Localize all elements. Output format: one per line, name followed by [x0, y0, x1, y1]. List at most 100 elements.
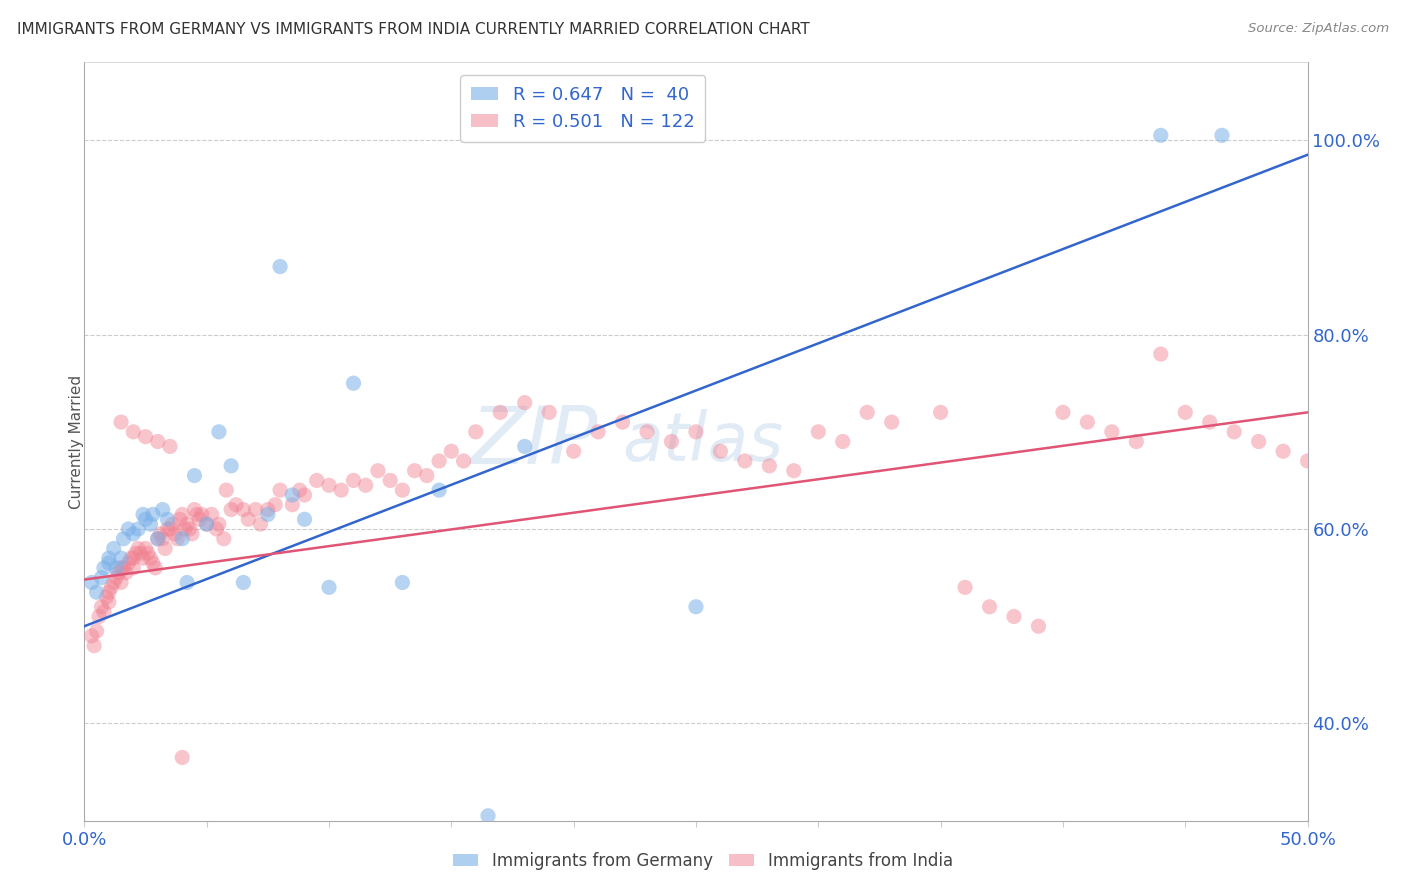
Point — [232, 502, 254, 516]
Point — [294, 512, 316, 526]
Point — [86, 624, 108, 639]
Point — [100, 580, 122, 594]
Point — [122, 425, 145, 439]
Point — [1028, 619, 1050, 633]
Point — [139, 551, 162, 566]
Point — [636, 425, 658, 439]
Point — [146, 532, 169, 546]
Point — [135, 541, 157, 556]
Point — [1320, 464, 1343, 478]
Point — [758, 458, 780, 473]
Point — [538, 405, 561, 419]
Point — [880, 415, 903, 429]
Point — [281, 498, 304, 512]
Point — [612, 415, 634, 429]
Point — [107, 566, 129, 580]
Point — [97, 556, 120, 570]
Point — [120, 551, 142, 566]
Point — [103, 575, 125, 590]
Point — [281, 488, 304, 502]
Point — [186, 508, 208, 522]
Point — [464, 425, 486, 439]
Point — [1150, 347, 1173, 361]
Point — [1052, 405, 1074, 419]
Point — [586, 425, 609, 439]
Point — [404, 464, 426, 478]
Point — [208, 517, 231, 532]
Point — [709, 444, 731, 458]
Point — [122, 551, 145, 566]
Point — [112, 532, 135, 546]
Point — [685, 599, 707, 614]
Point — [132, 551, 155, 566]
Point — [86, 585, 108, 599]
Point — [80, 629, 103, 643]
Point — [127, 541, 149, 556]
Point — [288, 483, 311, 497]
Point — [97, 595, 120, 609]
Point — [330, 483, 353, 497]
Point — [105, 571, 128, 585]
Point — [225, 498, 247, 512]
Point — [172, 750, 194, 764]
Point — [342, 474, 364, 488]
Text: ZIP: ZIP — [471, 402, 598, 481]
Point — [125, 546, 148, 560]
Point — [179, 522, 201, 536]
Point — [929, 405, 952, 419]
Point — [176, 575, 198, 590]
Point — [391, 575, 413, 590]
Point — [1346, 474, 1368, 488]
Point — [979, 599, 1001, 614]
Point — [97, 585, 120, 599]
Point — [440, 444, 463, 458]
Point — [169, 512, 191, 526]
Point — [195, 517, 218, 532]
Point — [93, 605, 115, 619]
Point — [453, 454, 475, 468]
Point — [105, 561, 128, 575]
Point — [156, 522, 179, 536]
Point — [146, 532, 169, 546]
Point — [1150, 128, 1173, 143]
Point — [112, 561, 135, 575]
Point — [172, 508, 194, 522]
Point — [249, 517, 271, 532]
Point — [294, 488, 316, 502]
Legend: Immigrants from Germany, Immigrants from India: Immigrants from Germany, Immigrants from… — [447, 846, 959, 877]
Point — [1076, 415, 1098, 429]
Point — [953, 580, 976, 594]
Point — [103, 541, 125, 556]
Y-axis label: Currently Married: Currently Married — [69, 375, 83, 508]
Point — [115, 566, 138, 580]
Point — [163, 527, 186, 541]
Point — [153, 541, 176, 556]
Point — [195, 517, 218, 532]
Point — [1296, 454, 1319, 468]
Point — [1247, 434, 1270, 449]
Point — [257, 508, 280, 522]
Point — [831, 434, 853, 449]
Point — [90, 571, 112, 585]
Point — [264, 498, 287, 512]
Point — [1223, 425, 1246, 439]
Text: Source: ZipAtlas.com: Source: ZipAtlas.com — [1249, 22, 1389, 36]
Point — [142, 508, 165, 522]
Point — [1101, 425, 1123, 439]
Point — [257, 502, 280, 516]
Point — [215, 483, 238, 497]
Point — [90, 599, 112, 614]
Point — [110, 575, 132, 590]
Point — [416, 468, 439, 483]
Point — [132, 508, 155, 522]
Point — [149, 527, 172, 541]
Point — [661, 434, 683, 449]
Point — [269, 483, 291, 497]
Point — [139, 517, 162, 532]
Point — [146, 434, 169, 449]
Point — [562, 444, 585, 458]
Point — [513, 439, 536, 453]
Point — [342, 376, 364, 391]
Point — [122, 527, 145, 541]
Point — [135, 430, 157, 444]
